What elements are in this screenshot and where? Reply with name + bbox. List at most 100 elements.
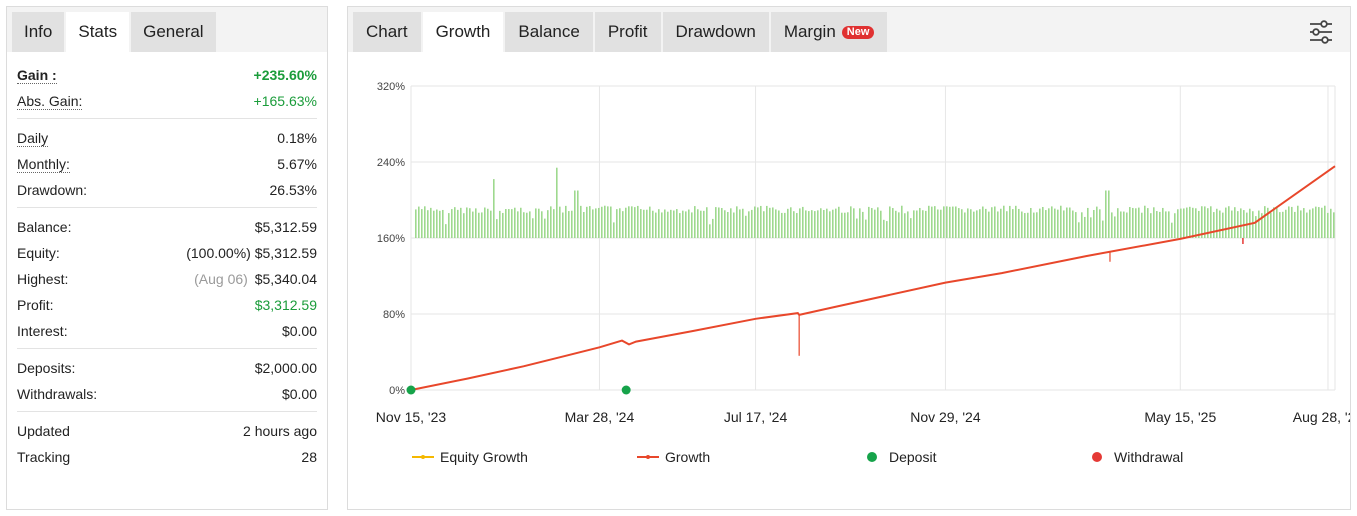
daily-bar [964, 212, 966, 238]
daily-bar [820, 208, 822, 238]
daily-bar [1015, 205, 1017, 238]
deposit-points [406, 385, 631, 395]
daily-bar [625, 207, 627, 238]
daily-bar [1183, 208, 1185, 238]
daily-bar [535, 208, 537, 238]
daily-bar [841, 212, 843, 238]
daily-bar [1093, 209, 1095, 238]
daily-bar [1078, 222, 1080, 238]
deposits-value: $2,000.00 [254, 360, 317, 376]
daily-bar [799, 208, 801, 238]
daily-bar [1054, 208, 1056, 238]
monthly-label[interactable]: Monthly: [17, 155, 70, 173]
daily-bar [421, 209, 423, 238]
gain-label[interactable]: Gain : [17, 66, 57, 84]
daily-bar [586, 206, 588, 238]
daily-bar [1288, 206, 1290, 238]
tab-drawdown[interactable]: Drawdown [662, 12, 769, 52]
daily-bar [1087, 207, 1089, 238]
daily-bar [499, 210, 501, 238]
daily-bar [1243, 210, 1245, 238]
daily-bar [1111, 212, 1113, 238]
legend-item-deposit[interactable]: Deposit [867, 447, 936, 467]
daily-bar [1261, 213, 1263, 238]
daily-bar [1159, 211, 1161, 238]
daily-bar [565, 205, 567, 238]
daily-bar [943, 206, 945, 238]
daily-bar [484, 207, 486, 238]
legend-item-growth[interactable]: Growth [637, 447, 710, 467]
daily-bar [1270, 212, 1272, 238]
withdrawals-label: Withdrawals: [17, 386, 98, 402]
daily-bar [1147, 208, 1149, 238]
daily-bar [805, 210, 807, 238]
legend-item-withdrawal[interactable]: Withdrawal [1092, 447, 1183, 467]
legend-item-equity-growth[interactable]: Equity Growth [412, 447, 528, 467]
daily-bar [796, 213, 798, 238]
equity-growth-swatch [412, 455, 434, 459]
x-tick-label: Aug 28, '25 [1293, 409, 1350, 425]
daily-bar [622, 211, 624, 238]
daily-bar [775, 209, 777, 238]
daily-bar [790, 207, 792, 238]
daily-bar [469, 208, 471, 238]
daily-bar [433, 210, 435, 238]
stats-panel: Info Stats General Gain : +235.60% Abs. … [6, 6, 328, 510]
daily-bar [661, 212, 663, 238]
daily-bar [868, 206, 870, 238]
tab-stats[interactable]: Stats [66, 12, 130, 52]
daily-bar [1219, 210, 1221, 238]
daily-bar [1186, 207, 1188, 238]
daily-bar [865, 219, 867, 238]
daily-bar [859, 208, 861, 238]
tab-info[interactable]: Info [12, 12, 65, 52]
tab-chart[interactable]: Chart [353, 12, 421, 52]
daily-bar [757, 207, 759, 238]
daily-bar [1237, 211, 1239, 238]
daily-bar [916, 210, 918, 238]
deposit-point [406, 385, 416, 395]
daily-bar [670, 209, 672, 238]
sliders-icon[interactable] [1308, 19, 1334, 45]
daily-bar [487, 208, 489, 238]
daily-label[interactable]: Daily [17, 129, 49, 147]
daily-bar [958, 208, 960, 238]
y-tick-label: 320% [377, 81, 405, 93]
daily-bar [730, 208, 732, 238]
daily-bar [1012, 209, 1014, 238]
tab-balance[interactable]: Balance [505, 12, 593, 52]
growth-series [410, 165, 1336, 391]
daily-bar [1213, 212, 1215, 238]
updated-label: Updated [17, 423, 70, 439]
daily-bar [1048, 208, 1050, 238]
highest-note: (Aug 06) [194, 271, 248, 287]
daily-bar [802, 206, 804, 238]
interest-value: $0.00 [281, 323, 317, 339]
daily-bar [1045, 210, 1047, 238]
daily-bar [502, 212, 504, 238]
daily-bar [1324, 205, 1326, 238]
daily-bar [445, 224, 447, 238]
tab-margin[interactable]: Margin New [770, 12, 888, 52]
daily-bar [760, 205, 762, 238]
daily-bar [1216, 208, 1218, 238]
daily-bar [511, 209, 513, 238]
daily-bar [1285, 209, 1287, 238]
daily-bar [739, 209, 741, 238]
daily-bar [928, 205, 930, 238]
abs-gain-label[interactable]: Abs. Gain: [17, 92, 83, 110]
tab-growth[interactable]: Growth [422, 12, 504, 52]
daily-bar [1294, 211, 1296, 238]
drawdown-label: Drawdown: [17, 182, 88, 198]
daily-bar [643, 209, 645, 238]
daily-bar [1123, 211, 1125, 238]
tab-general[interactable]: General [131, 12, 216, 52]
daily-bar [811, 210, 813, 238]
profit-value: $3,312.59 [254, 297, 317, 313]
chart-tab-bar: Chart Growth Balance Profit Drawdown Mar… [348, 7, 1350, 52]
stat-row-tracking: Tracking 28 [17, 444, 317, 470]
highest-value: $5,340.04 [254, 271, 317, 287]
daily-bar [934, 206, 936, 238]
tab-profit[interactable]: Profit [594, 12, 661, 52]
daily-bar [1312, 208, 1314, 238]
